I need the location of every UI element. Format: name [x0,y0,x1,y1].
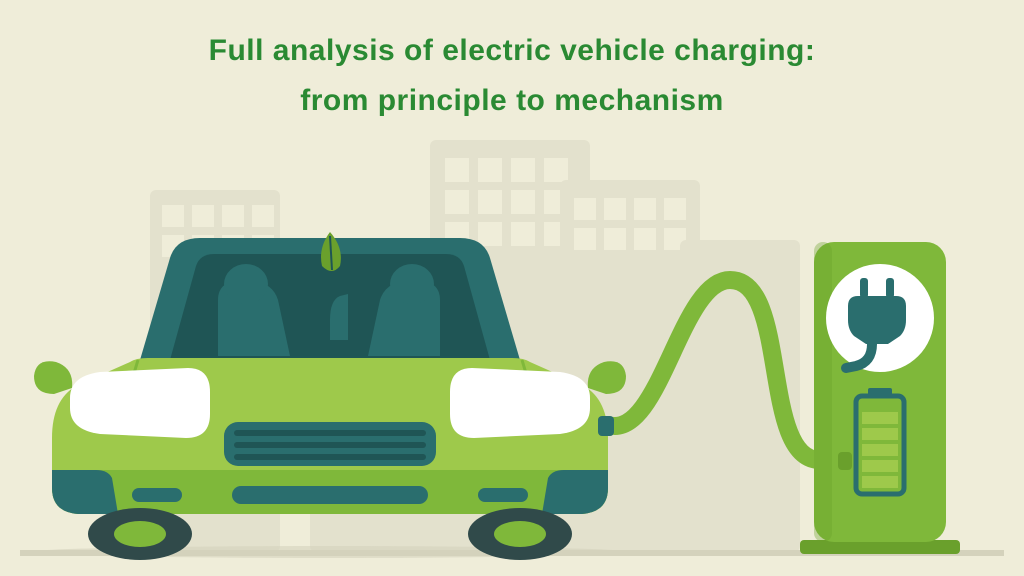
car-grille [224,422,436,466]
title-line-2: from principle to mechanism [0,84,1024,118]
charging-station [800,242,960,554]
infographic-canvas: Full analysis of electric vehicle chargi… [0,0,1024,576]
title-line-1: Full analysis of electric vehicle chargi… [0,34,1024,68]
car-charge-port [598,416,614,436]
